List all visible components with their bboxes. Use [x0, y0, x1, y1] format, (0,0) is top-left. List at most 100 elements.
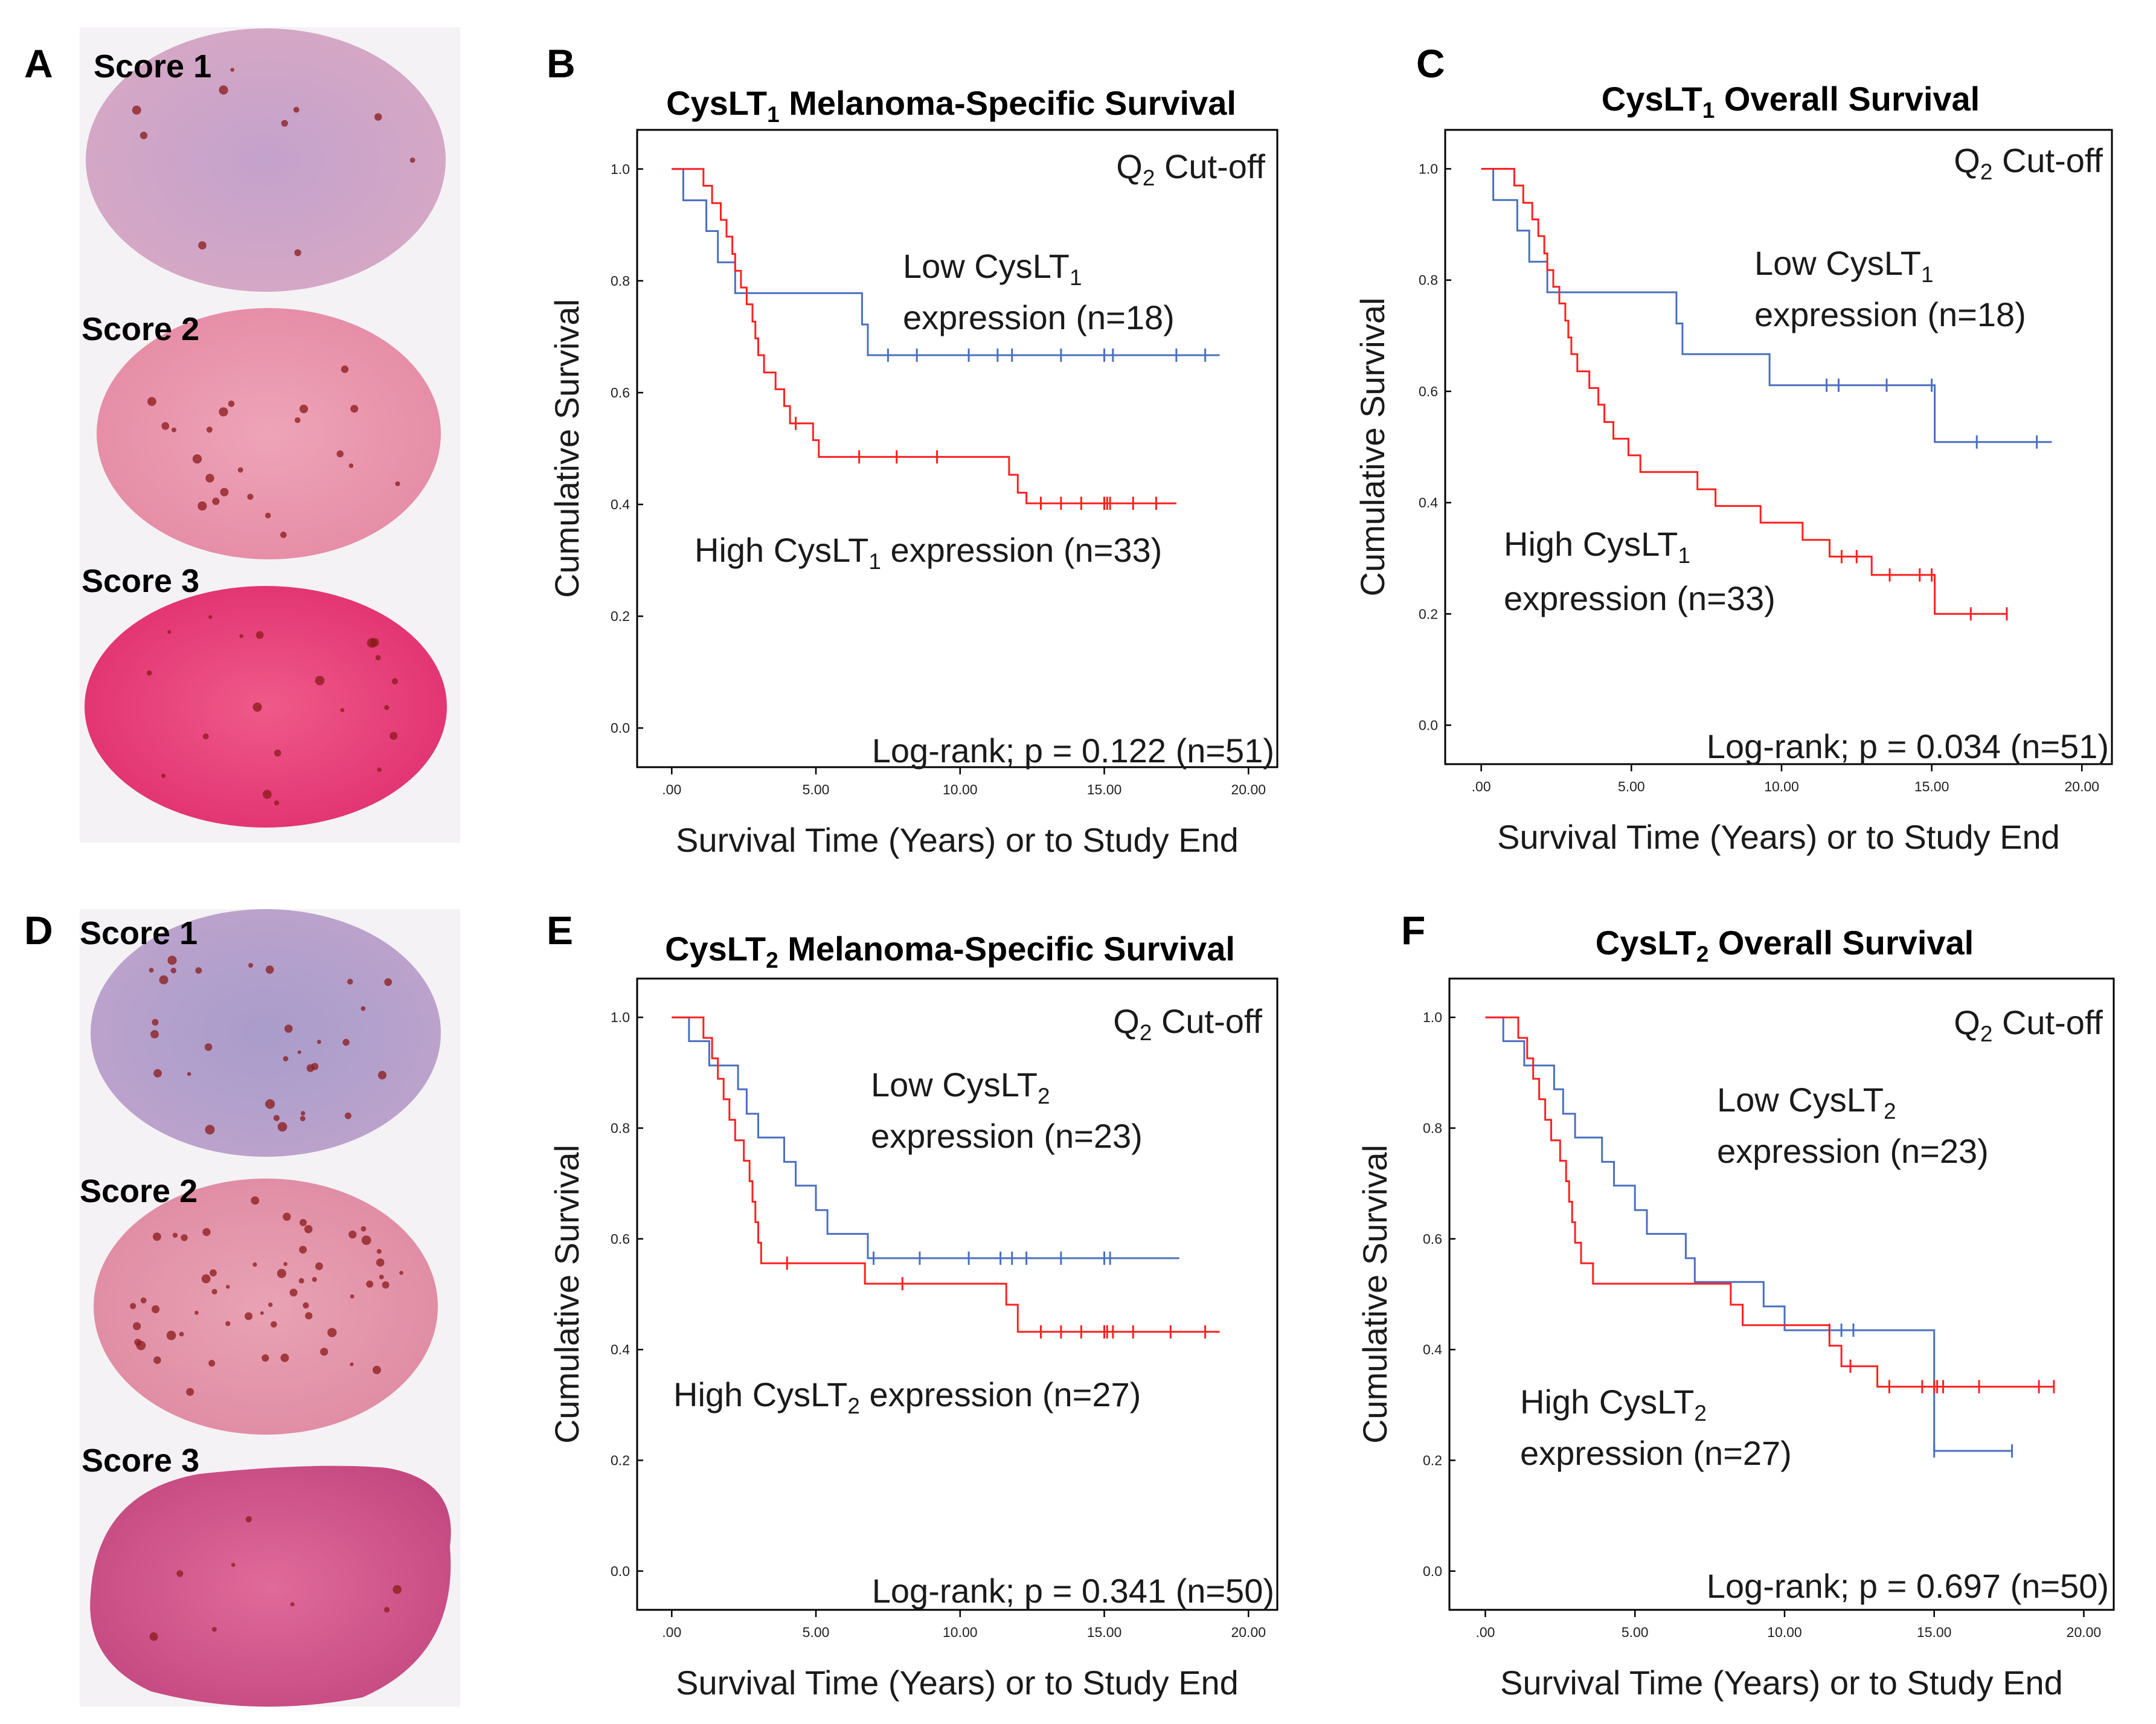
y-tick-label-c: 0.0	[1419, 718, 1438, 733]
stain-dot	[186, 1388, 194, 1396]
annotation-low-c-line1-subscript: 1	[1921, 262, 1934, 287]
stain-dot	[263, 790, 272, 799]
stain-dot	[231, 1563, 236, 1567]
annotation-low-e-line1: Low CysLT2	[871, 1066, 1050, 1108]
annotation-high-e-line1-rest: expression (n=27)	[860, 1375, 1141, 1414]
stain-dot	[228, 400, 235, 407]
stain-dot	[298, 1278, 304, 1284]
panel-letter-d: D	[24, 908, 53, 953]
stain-dot	[374, 113, 382, 121]
x-tick-label-b: 10.00	[943, 782, 978, 797]
x-tick-label-e: .00	[662, 1624, 681, 1640]
stain-dot	[225, 1321, 231, 1327]
stain-dot	[202, 733, 209, 740]
x-tick-label-e: 10.00	[943, 1624, 978, 1640]
cutoff-label-c-rest: Cut-off	[1992, 141, 2103, 179]
annotation-low-c-line2: expression (n=18)	[1754, 295, 2026, 333]
tissue-core-a-score2	[97, 308, 441, 559]
y-tick-label-e: 0.4	[611, 1342, 630, 1357]
survival-curve-low-c	[1481, 168, 2052, 443]
chart-title-c: CysLT1 Overall Survival	[1602, 80, 1980, 123]
stain-dot	[367, 638, 377, 648]
km-chart-f: F CysLT2 Overall Survival 0.0 0.2 0.4 0.6 0.8 1…	[1356, 908, 2115, 1702]
stain-dot	[167, 630, 172, 634]
stain-dot	[399, 1270, 403, 1275]
stain-dot	[311, 1063, 319, 1070]
survival-curve-high-f	[1485, 1016, 2054, 1388]
cutoff-label-c-subscript: 2	[1980, 159, 1993, 184]
stain-dot	[140, 132, 148, 140]
stain-dot	[300, 1219, 307, 1226]
logrank-label-e: Log-rank; p = 0.341 (n=50)	[872, 1572, 1274, 1610]
stain-dot	[179, 1331, 184, 1337]
stain-dot	[210, 1269, 217, 1277]
stain-dot	[327, 1328, 337, 1337]
plot-frame-c	[1444, 129, 2113, 765]
stain-dot	[281, 120, 288, 127]
survival-curve-high-b	[672, 168, 1176, 504]
stain-dot	[247, 494, 254, 500]
cutoff-label-e-rest: Cut-off	[1152, 1002, 1262, 1040]
stain-dot	[320, 1348, 329, 1356]
annotation-low-e-line1-subscript: 2	[1038, 1084, 1050, 1108]
stain-dot	[260, 1311, 264, 1315]
x-tick-label-e: 20.00	[1231, 1624, 1266, 1640]
tissue-core-d-score3	[90, 1465, 451, 1707]
annotation-high-b-line1-subscript: 1	[868, 549, 881, 574]
stain-dot	[277, 1269, 286, 1278]
stain-dot	[350, 1362, 354, 1366]
annotation-high-c-line1-subscript: 1	[1678, 543, 1690, 568]
stain-dot	[315, 1262, 323, 1270]
stain-dot	[211, 1288, 217, 1295]
stain-dot	[372, 1365, 381, 1374]
stain-dot	[391, 678, 399, 684]
stain-dot	[301, 1111, 306, 1116]
stain-dot	[170, 968, 176, 974]
y-tick-label-e: 0.2	[611, 1453, 630, 1468]
annotation-high-e-line1-subscript: 2	[847, 1394, 860, 1418]
chart-title-f: CysLT2 Overall Survival	[1596, 924, 1974, 967]
stain-dot	[172, 1232, 178, 1238]
stain-dot	[342, 1038, 350, 1046]
stain-dot	[395, 481, 400, 487]
stain-dot	[140, 1297, 147, 1304]
y-tick-label-f: 0.2	[1423, 1453, 1442, 1468]
stain-dot	[187, 1072, 191, 1076]
stain-dot	[252, 703, 262, 712]
x-tick-label-e: 15.00	[1087, 1624, 1122, 1640]
stain-dot	[379, 1275, 384, 1279]
stain-dot	[149, 968, 154, 973]
stain-dot	[300, 1116, 306, 1122]
y-axis-label-c: Cumulative Survival	[1353, 298, 1391, 597]
stain-dot	[161, 422, 170, 430]
stain-dot	[212, 497, 220, 506]
stain-dot	[377, 767, 382, 772]
tissue-core-a-score1	[86, 28, 446, 292]
panel-letter-e: E	[547, 908, 573, 953]
stain-dot	[134, 1339, 141, 1346]
x-tick-label-c: 15.00	[1914, 779, 1949, 794]
x-tick-label-b: .00	[662, 782, 681, 797]
annotation-low-f-line2: expression (n=23)	[1717, 1132, 1989, 1170]
logrank-label-b: Log-rank; p = 0.122 (n=51)	[872, 732, 1274, 770]
score-label-d3: Score 3	[82, 1443, 199, 1479]
panel-letter-c: C	[1416, 41, 1445, 86]
annotation-low-c-line1: Low CysLT1	[1754, 244, 1934, 287]
survival-curve-high-e	[672, 1016, 1220, 1333]
x-tick-label-e: 5.00	[803, 1624, 830, 1640]
y-axis-label-b: Cumulative Survival	[548, 299, 586, 598]
y-tick-label-f: 0.6	[1423, 1231, 1442, 1247]
stain-dot	[348, 1230, 357, 1239]
stain-dot	[198, 241, 207, 250]
stain-dot	[284, 1024, 293, 1033]
chart-title-c-subscript: 1	[1702, 98, 1715, 123]
stain-dot	[265, 512, 271, 519]
stain-dot	[149, 1632, 158, 1641]
score-label-d1: Score 1	[80, 915, 197, 951]
stain-dot	[294, 417, 301, 423]
plot-frame-b	[636, 129, 1279, 768]
x-tick-label-b: 15.00	[1087, 782, 1122, 797]
x-axis-label-c: Survival Time (Years) or to Study End	[1497, 818, 2060, 856]
stain-dot	[277, 1122, 287, 1132]
stain-dot	[361, 1226, 367, 1232]
